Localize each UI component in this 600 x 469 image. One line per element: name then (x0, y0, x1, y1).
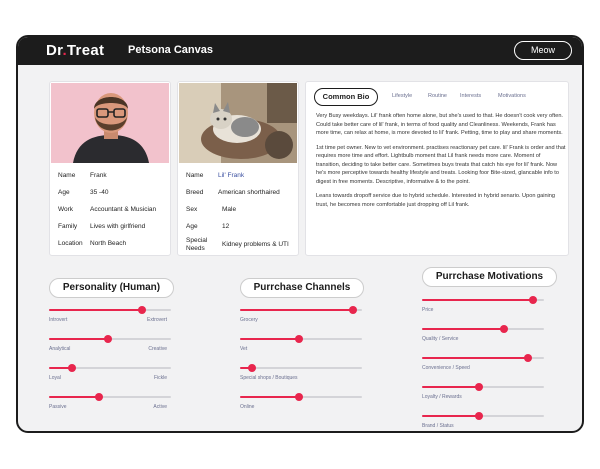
motivation-slider[interactable] (422, 410, 544, 424)
logo: Dr.Treat (46, 42, 105, 59)
bio-paragraph: 1st time pet owner. New to vet environme… (316, 144, 566, 185)
slider-thumb[interactable] (95, 393, 104, 401)
channel-slider[interactable] (240, 391, 362, 405)
motivation-label: Convenience / Speed (422, 365, 470, 371)
bio-card: Common Bio Lifestyle Routine Interests M… (305, 81, 569, 256)
slider-thumb[interactable] (248, 364, 257, 372)
personality-slider[interactable] (49, 362, 171, 376)
personality-title: Personality (Human) (49, 278, 174, 298)
slider-thumb[interactable] (294, 335, 303, 343)
personality-slider[interactable] (49, 304, 171, 318)
slider-thumb[interactable] (529, 296, 538, 304)
slider-thumb[interactable] (294, 393, 303, 401)
motivation-label: Loyalty / Rewards (422, 394, 462, 400)
slider-track (240, 367, 362, 369)
channel-label: Special shops / Boutiques (240, 375, 298, 381)
slider-thumb[interactable] (68, 364, 77, 372)
slider-thumb[interactable] (499, 325, 508, 333)
personality-slider[interactable] (49, 333, 171, 347)
bio-paragraph: Very Busy weekdays. Lil' frank often hom… (316, 113, 563, 136)
app-window: Dr.Treat Petsona Canvas Meow Name Frank A… (16, 35, 584, 433)
slider-track (49, 396, 171, 398)
slider-fill (49, 396, 100, 398)
slider-thumb[interactable] (349, 306, 358, 314)
slider-fill (240, 338, 299, 340)
motivation-slider[interactable] (422, 294, 544, 308)
channel-slider[interactable] (240, 304, 362, 318)
slider-right-label: Fickle (153, 375, 167, 381)
human-profile-card: Name Frank Age 35 -40 Work Accountant & Mus… (49, 81, 171, 256)
slider-right-label: Active (153, 404, 167, 410)
bio-text: Very Busy weekdays. Lil' frank often hom… (316, 112, 566, 215)
slider-fill (422, 386, 480, 388)
slider-fill (422, 328, 504, 330)
channel-label: Grocery (240, 317, 258, 323)
motivation-label: Brand / Status (422, 423, 454, 429)
slider-fill (422, 357, 529, 359)
top-bar: Dr.Treat Petsona Canvas Meow (18, 37, 582, 65)
motivation-slider[interactable] (422, 381, 544, 395)
slider-fill (49, 309, 142, 311)
slider-left-label: Introvert (49, 317, 68, 323)
motivation-slider[interactable] (422, 323, 544, 337)
slider-fill (422, 415, 480, 417)
tab-lifestyle[interactable]: Lifestyle (392, 93, 413, 99)
cat-portrait-icon (179, 83, 297, 163)
channels-title: Purrchase Channels (240, 278, 364, 298)
slider-left-label: Analytical (49, 346, 71, 352)
slider-fill (49, 338, 108, 340)
tab-motivations[interactable]: Motivations (498, 93, 526, 99)
tab-interests[interactable]: Interests (460, 93, 482, 99)
slider-thumb[interactable] (475, 383, 484, 391)
slider-fill (240, 367, 253, 369)
motivation-label: Price (422, 307, 434, 313)
tab-common-bio[interactable]: Common Bio (314, 88, 378, 106)
slider-left-label: Passive (49, 404, 67, 410)
meow-button[interactable]: Meow (514, 41, 572, 60)
motivation-label: Quality / Service (422, 336, 459, 342)
bio-paragraph: Leans towards dropoff service due to hyb… (316, 193, 556, 208)
page-title: Petsona Canvas (128, 44, 213, 56)
bio-tabs: Common Bio Lifestyle Routine Interests M… (314, 88, 554, 106)
motivation-slider[interactable] (422, 352, 544, 366)
slider-thumb[interactable] (137, 306, 146, 314)
man-portrait-icon (51, 83, 169, 163)
channel-label: Online (240, 404, 255, 410)
slider-fill (240, 309, 354, 311)
slider-fill (240, 396, 299, 398)
slider-fill (49, 367, 73, 369)
pet-profile-card: Name Lil' Frank Breed American shorthaired… (177, 81, 299, 256)
slider-fill (422, 299, 534, 301)
channel-slider[interactable] (240, 362, 362, 376)
slider-thumb[interactable] (103, 335, 112, 343)
human-photo (51, 83, 169, 163)
tab-routine[interactable]: Routine (428, 93, 447, 99)
slider-thumb[interactable] (524, 354, 533, 362)
personality-slider[interactable] (49, 391, 171, 405)
slider-right-label: Extrovert (146, 317, 167, 323)
slider-thumb[interactable] (475, 412, 484, 420)
cat-photo (179, 83, 297, 163)
channel-label: Vet (240, 346, 248, 352)
motivations-title: Purrchase Motivations (422, 267, 557, 287)
channel-slider[interactable] (240, 333, 362, 347)
slider-left-label: Loyal (49, 375, 61, 381)
slider-right-label: Creative (148, 346, 167, 352)
slider-track (49, 367, 171, 369)
